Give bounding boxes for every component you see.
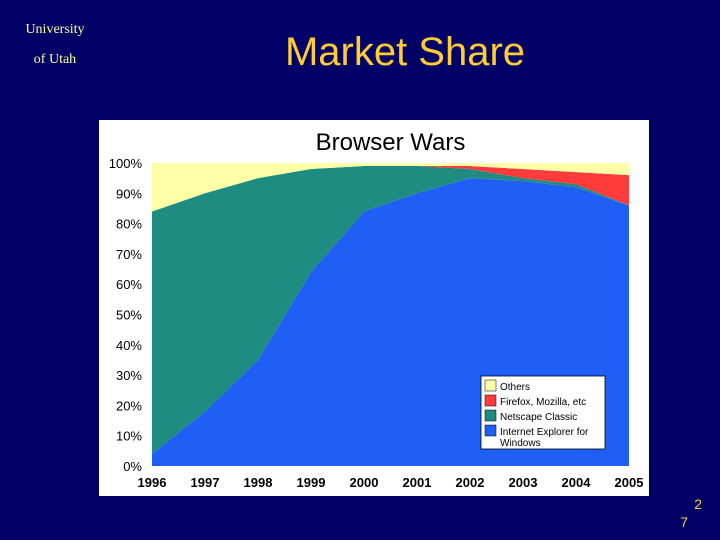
x-tick-label: 1997 xyxy=(191,475,220,490)
legend-label: Netscape Classic xyxy=(500,412,577,423)
legend-swatch xyxy=(484,409,497,422)
x-tick-label: 1996 xyxy=(138,475,167,490)
y-tick-label: 30% xyxy=(116,368,142,383)
chart-panel: Browser Wars 0% 10% 20% 30% 40% 50% 60% 70% 80% 90… xyxy=(99,120,649,496)
x-tick-label: 1998 xyxy=(244,475,273,490)
browser-share-chart: Browser Wars 0% 10% 20% 30% 40% 50% 60% 70% 80% 90… xyxy=(109,129,644,490)
area-series-1 xyxy=(152,166,629,454)
x-tick-label: 2003 xyxy=(509,475,538,490)
x-tick-label: 2005 xyxy=(615,475,644,490)
x-tick-label: 2000 xyxy=(350,475,379,490)
chart-title: Browser Wars xyxy=(316,129,466,156)
area-series-3 xyxy=(152,163,629,212)
y-tick-label: 40% xyxy=(116,338,142,353)
legend-box xyxy=(480,375,606,450)
page-number-part2: 7 xyxy=(680,514,688,530)
y-tick-label: 20% xyxy=(116,398,142,413)
slide-title: Market Share xyxy=(284,30,526,74)
x-tick-label: 1999 xyxy=(297,475,326,490)
x-tick-label: 2002 xyxy=(456,475,485,490)
legend-swatch xyxy=(484,379,497,392)
institution-line-1: University xyxy=(25,22,85,37)
x-tick-label: 2004 xyxy=(562,475,592,490)
y-tick-label: 0% xyxy=(123,459,142,474)
y-tick-label: 90% xyxy=(116,186,142,201)
y-tick-label: 70% xyxy=(116,247,142,262)
page-number-part1: 2 xyxy=(694,496,702,512)
page-number: 2 7 xyxy=(662,496,702,536)
y-tick-label: 60% xyxy=(116,277,142,292)
legend-label: Others xyxy=(500,382,530,393)
institution-line-2: of Utah xyxy=(33,52,77,67)
legend-label: Firefox, Mozilla, etc xyxy=(500,397,586,408)
legend-label: Internet Explorer for Windows xyxy=(500,427,589,449)
legend-swatch xyxy=(484,424,497,437)
y-tick-label: 80% xyxy=(116,217,142,232)
y-tick-label: 10% xyxy=(116,429,142,444)
x-tick-label: 2001 xyxy=(403,475,432,490)
y-tick-label: 50% xyxy=(116,308,142,323)
y-tick-label: 100% xyxy=(109,156,143,171)
legend-swatch xyxy=(484,394,497,407)
